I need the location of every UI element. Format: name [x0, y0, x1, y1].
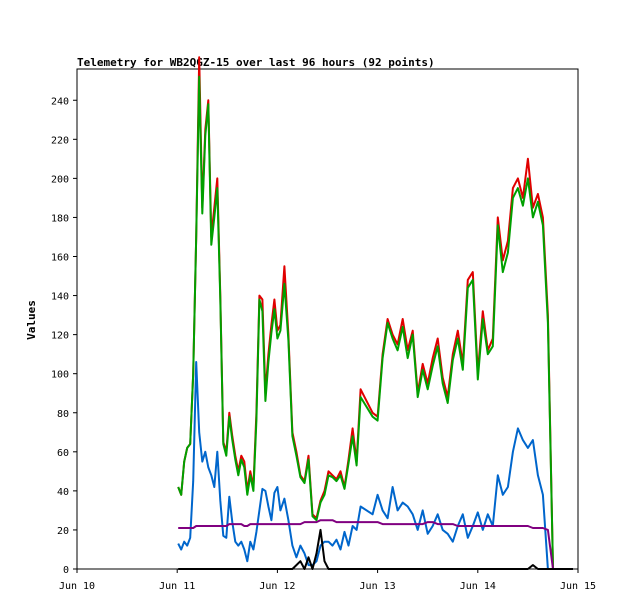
series-line-3: [178, 519, 573, 570]
y-tick-label: 40: [57, 487, 69, 498]
series-line-4: [178, 528, 573, 570]
y-axis-ticks: 0 20 40 60 80 100 120 140 160 180 200 220 240: [51, 96, 77, 576]
y-tick-label: 100: [51, 370, 69, 381]
series-line-2: [177, 361, 573, 570]
y-tick-label: 80: [57, 409, 69, 420]
x-tick-label: Jun 13: [360, 581, 396, 592]
x-tick-label: Jun 12: [259, 581, 295, 592]
series-lines: [177, 56, 573, 570]
y-axis-label: Values: [25, 300, 38, 340]
series-line-1: [177, 75, 573, 570]
x-tick-label: Jun 15: [560, 581, 596, 592]
y-tick-label: 60: [57, 448, 69, 459]
y-tick-label: 200: [51, 174, 69, 185]
y-tick-label: 220: [51, 135, 69, 146]
y-tick-label: 180: [51, 213, 69, 224]
y-tick-label: 240: [51, 96, 69, 107]
chart-title: Telemetry for WB2QGZ-15 over last 96 hou…: [77, 56, 435, 69]
x-axis-ticks: Jun 10 Jun 11 Jun 12 Jun 13 Jun 14 Jun 15: [59, 569, 596, 592]
x-tick-label: Jun 10: [59, 581, 95, 592]
y-tick-label: 20: [57, 526, 69, 537]
y-tick-label: 140: [51, 292, 69, 303]
x-tick-label: Jun 11: [159, 581, 195, 592]
x-tick-label: Jun 14: [460, 581, 496, 592]
y-tick-label: 120: [51, 331, 69, 342]
y-tick-label: 160: [51, 253, 69, 264]
y-tick-label: 0: [63, 565, 69, 576]
series-line-0: [177, 56, 573, 570]
